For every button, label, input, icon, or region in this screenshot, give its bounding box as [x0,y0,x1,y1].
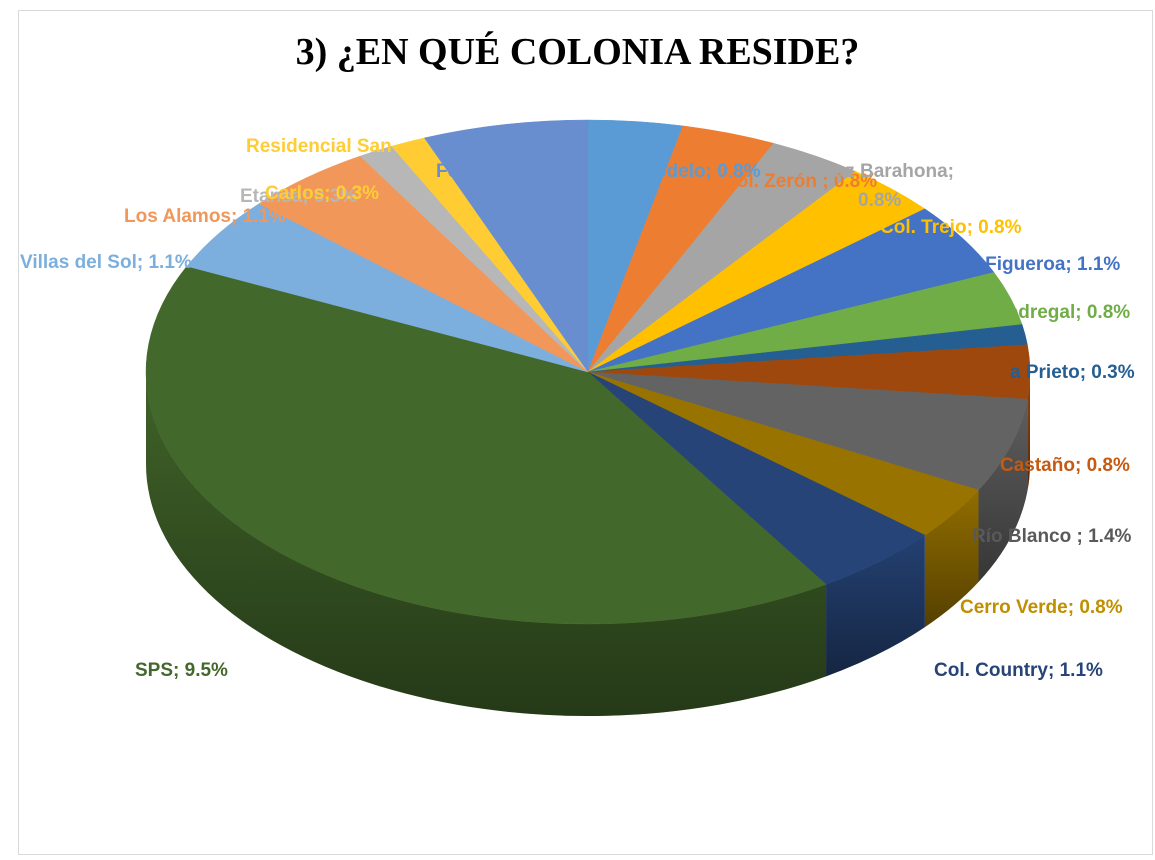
data-label-16: Fesitran; 1.4% [436,161,565,182]
data-label-13: Los Alamos; 1.1% [124,206,286,227]
pie-side-shade-11 [146,372,827,717]
data-label-2-line-2: 0.8% [858,190,901,211]
pie-side-shade-10 [826,535,925,677]
data-label-3: Col. Trejo; 0.8% [880,217,1022,238]
data-label-4: Col. Figueroa; 1.1% [944,254,1120,275]
data-label-15-line-2: Carlos; 0.3% [265,183,379,204]
data-label-10: Col. Country; 1.1% [934,660,1103,681]
pie-side-shade-8 [978,399,1028,583]
data-label-1: Col. Zerón ; 0.8% [723,171,877,192]
pie-slice-11 [145,265,827,625]
data-label-12: Villas del Sol; 1.1% [20,252,192,273]
chart-title: 3) ¿EN QUÉ COLONIA RESIDE? [295,31,860,73]
pie-slice-16 [423,119,589,373]
pie-slice-8 [587,371,1028,491]
data-label-outside-1: Río Blanco ; 1.4% [972,526,1132,547]
pie-side-shade-7 [1027,372,1030,492]
data-label-outside-0: Castaño; 0.8% [1000,455,1130,476]
data-label-15-line-1: Residencial San [246,136,392,157]
data-label-6: a Prieto; 0.3% [1010,362,1135,383]
data-label-outside-2: Cerro Verde; 0.8% [960,597,1123,618]
pie-side-shade-9 [924,490,979,628]
data-label-2-line-1: Paz Barahona; [822,161,954,182]
data-label-5: Pedregal; 0.8% [995,302,1130,323]
data-label-14: Etansa; 0.3% [240,186,357,207]
data-label-0: Col. Modelo; 0.8% [598,161,761,182]
data-label-11: SPS; 9.5% [135,660,228,681]
